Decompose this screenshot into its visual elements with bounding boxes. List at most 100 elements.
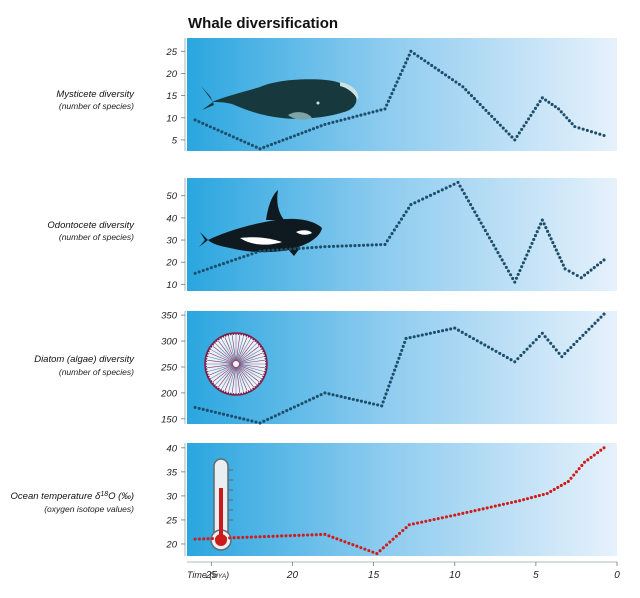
data-dot bbox=[383, 242, 387, 247]
data-dot bbox=[359, 113, 363, 117]
data-dot bbox=[273, 414, 277, 418]
diatom-rib bbox=[228, 367, 236, 393]
data-dot bbox=[293, 533, 297, 538]
data-dot bbox=[306, 533, 310, 537]
data-dot bbox=[409, 203, 413, 207]
data-dot bbox=[250, 252, 254, 256]
data-dot bbox=[416, 334, 420, 338]
data-dot bbox=[599, 315, 603, 319]
data-dot bbox=[424, 332, 428, 336]
data-dot bbox=[398, 531, 402, 535]
data-dot bbox=[297, 533, 301, 537]
data-dot bbox=[519, 353, 523, 358]
data-dot bbox=[592, 266, 596, 270]
data-dot bbox=[413, 201, 417, 205]
data-dot bbox=[592, 453, 596, 457]
data-dot bbox=[537, 226, 541, 230]
diatom-bead bbox=[264, 370, 266, 373]
diatom-rib bbox=[237, 367, 251, 390]
diatom-rib bbox=[207, 364, 233, 372]
data-dot bbox=[432, 191, 437, 196]
data-dot bbox=[289, 407, 293, 411]
diatom-rib bbox=[239, 359, 265, 364]
data-dot bbox=[569, 476, 573, 480]
data-dot bbox=[539, 222, 543, 226]
data-dot bbox=[254, 535, 258, 539]
data-dot bbox=[206, 537, 210, 541]
diatom-rib bbox=[238, 340, 254, 362]
data-dot bbox=[557, 351, 561, 355]
data-dot bbox=[436, 517, 440, 521]
panel-sublabel: (number of species) bbox=[59, 101, 134, 111]
y-tick-label: 10 bbox=[166, 113, 177, 124]
y-tick-label: 150 bbox=[161, 414, 178, 425]
data-dot bbox=[258, 249, 262, 253]
y-tick-label: 5 bbox=[172, 135, 178, 146]
data-dot bbox=[327, 534, 331, 538]
data-dot bbox=[258, 535, 262, 539]
data-dot bbox=[493, 117, 497, 121]
data-dot bbox=[250, 419, 254, 423]
diatom-rib bbox=[209, 352, 233, 363]
diatom-bead bbox=[240, 333, 243, 336]
panel-sublabel: (number of species) bbox=[59, 232, 134, 242]
diatom-rib bbox=[207, 356, 233, 364]
data-dot bbox=[262, 419, 266, 423]
diatom-bead bbox=[205, 365, 208, 368]
data-dot bbox=[432, 517, 436, 522]
data-dot bbox=[516, 272, 520, 276]
diatom-rib bbox=[239, 352, 263, 363]
data-dot bbox=[254, 420, 258, 424]
data-dot bbox=[468, 334, 472, 339]
data-dot bbox=[589, 455, 593, 459]
data-dot bbox=[467, 91, 471, 95]
diatom-bead bbox=[254, 340, 257, 342]
diatom-bead bbox=[247, 335, 250, 338]
data-dot bbox=[545, 491, 549, 496]
x-tick-label: 5 bbox=[533, 570, 539, 581]
data-dot bbox=[575, 273, 579, 278]
data-dot bbox=[292, 405, 296, 409]
data-dot bbox=[197, 537, 201, 541]
data-dot bbox=[304, 130, 308, 134]
data-dot bbox=[407, 206, 411, 210]
data-dot bbox=[388, 380, 392, 384]
data-dot bbox=[347, 396, 351, 401]
data-dot bbox=[393, 84, 397, 88]
data-dot bbox=[227, 133, 232, 137]
data-dot bbox=[490, 114, 494, 118]
data-dot bbox=[549, 341, 553, 345]
data-dot bbox=[501, 353, 506, 358]
data-dot bbox=[219, 536, 223, 540]
data-dot bbox=[517, 131, 521, 135]
data-dot bbox=[331, 393, 335, 397]
data-dot bbox=[436, 190, 440, 194]
diatom-bead bbox=[259, 380, 262, 383]
data-dot bbox=[266, 417, 270, 421]
series-odontocete bbox=[193, 180, 606, 284]
diatom-bead bbox=[224, 391, 227, 394]
data-dot bbox=[472, 97, 476, 101]
data-dot bbox=[513, 280, 517, 284]
data-dot bbox=[461, 511, 465, 515]
y-tick-label: 350 bbox=[161, 311, 178, 322]
data-dot bbox=[560, 259, 564, 263]
data-dot bbox=[477, 217, 481, 221]
diatom-rib bbox=[212, 366, 234, 382]
data-dot bbox=[384, 392, 388, 396]
diatom-rib bbox=[239, 364, 265, 372]
diatom-rib bbox=[237, 337, 248, 361]
diatom-rib bbox=[224, 367, 235, 391]
data-dot bbox=[280, 534, 284, 538]
data-dot bbox=[400, 348, 404, 352]
data-dot bbox=[599, 260, 603, 265]
data-dot bbox=[549, 489, 553, 494]
data-dot bbox=[288, 534, 292, 538]
diatom-bead bbox=[222, 335, 225, 338]
diatom-rib bbox=[228, 335, 236, 361]
data-dot bbox=[563, 267, 567, 271]
data-dot bbox=[223, 536, 227, 540]
diatom-bead bbox=[212, 343, 214, 346]
data-dot bbox=[306, 246, 310, 250]
diatom-rib bbox=[218, 340, 234, 362]
